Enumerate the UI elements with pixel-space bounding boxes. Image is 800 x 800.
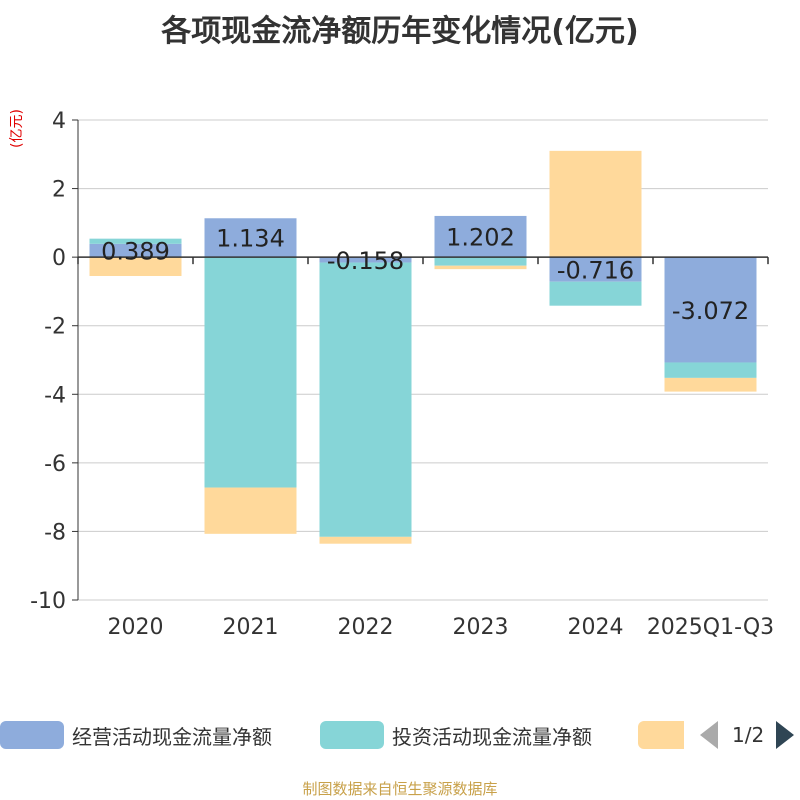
y-tick-label: -10 bbox=[30, 589, 66, 614]
bar-financing-2024 bbox=[549, 150, 642, 258]
bar-investing-2022 bbox=[319, 262, 412, 537]
bar-financing-2022 bbox=[319, 536, 412, 544]
data-label: -0.716 bbox=[557, 256, 634, 284]
bar-investing-2025Q1-Q3 bbox=[664, 362, 757, 378]
data-label: 1.202 bbox=[446, 224, 515, 252]
legend-prev-icon[interactable] bbox=[700, 721, 718, 749]
bar-operating-2020 bbox=[89, 243, 182, 258]
bar-operating-2022 bbox=[319, 257, 412, 263]
data-label: -3.072 bbox=[672, 297, 749, 325]
bar-financing-2020 bbox=[89, 257, 182, 276]
legend: 经营活动现金流量净额 投资活动现金流量净额 1/2 bbox=[0, 718, 800, 752]
x-tick-label: 2022 bbox=[338, 615, 394, 640]
source-note: 制图数据来自恒生聚源数据库 bbox=[302, 780, 498, 798]
y-tick-label: -8 bbox=[44, 520, 66, 545]
data-label: 1.134 bbox=[216, 225, 285, 253]
y-tick-label: 2 bbox=[52, 178, 66, 203]
bar-operating-2021 bbox=[204, 218, 297, 258]
x-tick-label: 2023 bbox=[453, 615, 509, 640]
y-tick-label: 4 bbox=[52, 109, 66, 134]
bar-financing-2023 bbox=[434, 265, 527, 270]
legend-label-operating: 经营活动现金流量净额 bbox=[72, 724, 272, 749]
bar-operating-2024 bbox=[549, 257, 642, 282]
data-label: -0.158 bbox=[327, 247, 404, 275]
y-tick-label: -2 bbox=[44, 315, 66, 340]
legend-item-operating[interactable]: 经营活动现金流量净额 bbox=[0, 718, 272, 752]
x-tick-label: 2025Q1-Q3 bbox=[647, 615, 774, 640]
legend-item-investing[interactable]: 投资活动现金流量净额 bbox=[320, 718, 592, 752]
legend-page-indicator: 1/2 bbox=[732, 723, 765, 747]
legend-item-financing[interactable] bbox=[638, 718, 692, 752]
chart-title: 各项现金流净额历年变化情况(亿元) bbox=[161, 14, 639, 49]
bar-operating-2023 bbox=[434, 215, 527, 258]
legend-swatch-financing bbox=[638, 721, 684, 749]
legend-label-investing: 投资活动现金流量净额 bbox=[392, 724, 592, 749]
bar-chart: 4 2 0 -2 -4 -6 -8 -10 2020 2021 2022 2023 2024 2025Q1… bbox=[30, 109, 774, 640]
legend-swatch-operating bbox=[0, 721, 64, 749]
x-tick-label: 2020 bbox=[108, 615, 164, 640]
bar-investing-2024 bbox=[549, 281, 642, 306]
bar-investing-2023 bbox=[434, 257, 527, 266]
y-tick-label: 0 bbox=[52, 246, 66, 271]
data-label: 0.389 bbox=[101, 237, 170, 265]
y-tick-label: -6 bbox=[44, 452, 66, 477]
bar-financing-2021 bbox=[204, 487, 297, 534]
bar-investing-2020 bbox=[89, 238, 182, 244]
legend-swatch-investing bbox=[320, 721, 384, 749]
y-tick-label: -4 bbox=[44, 383, 66, 408]
bar-operating-2025Q1-Q3 bbox=[664, 257, 757, 363]
x-tick-label: 2021 bbox=[223, 615, 279, 640]
bar-financing-2025Q1-Q3 bbox=[664, 377, 757, 392]
legend-next-icon[interactable] bbox=[776, 721, 795, 749]
legend-pager: 1/2 bbox=[700, 718, 795, 752]
bar-investing-2021 bbox=[204, 257, 297, 488]
x-tick-label: 2024 bbox=[568, 615, 624, 640]
